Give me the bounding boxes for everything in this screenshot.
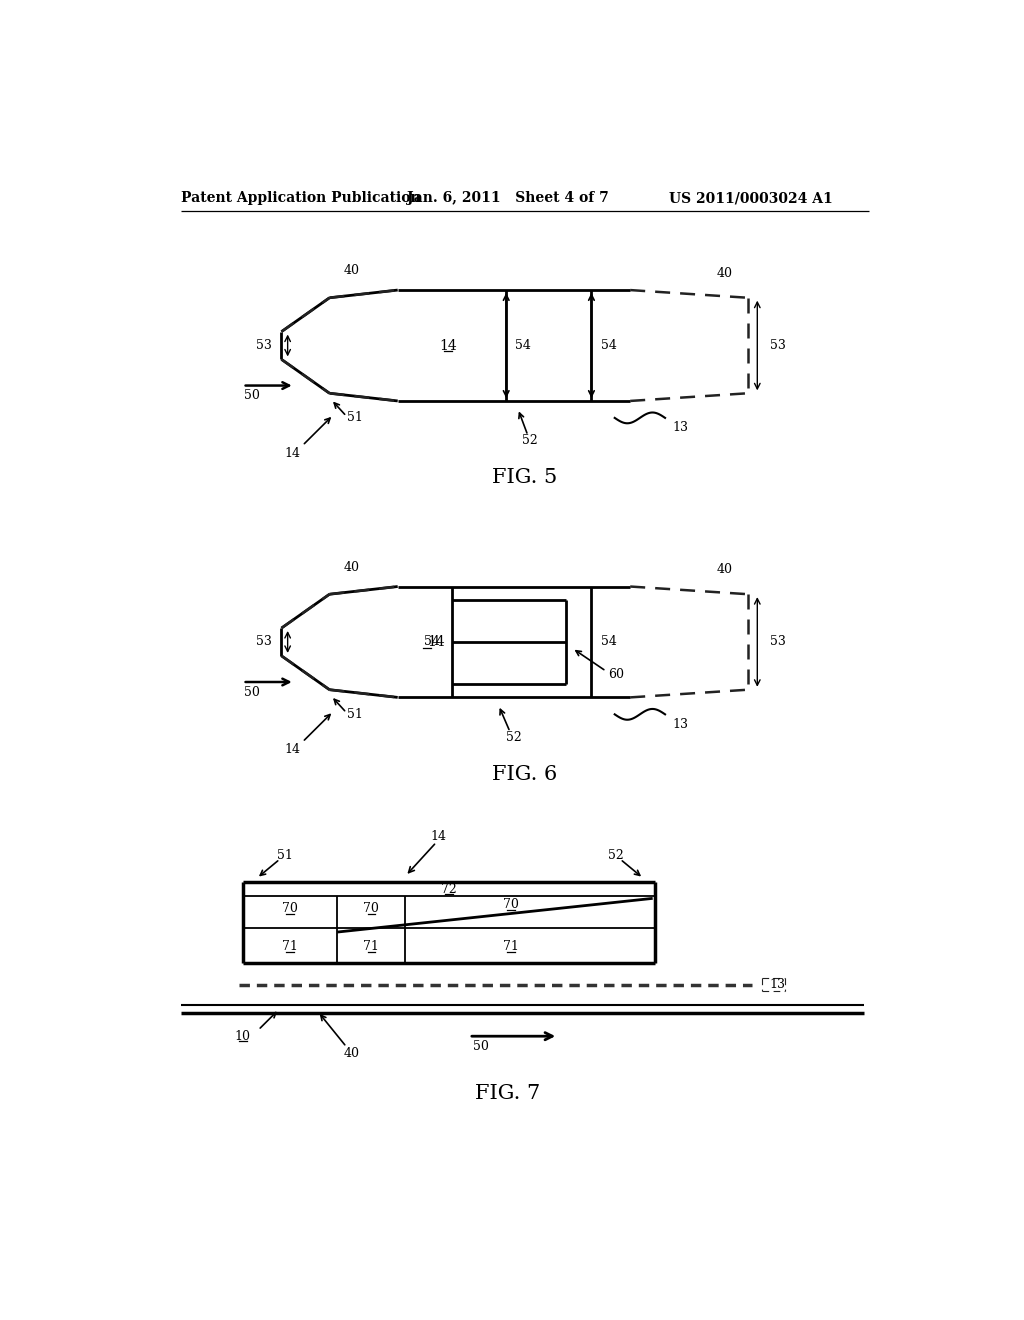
Text: 60: 60 <box>608 668 625 681</box>
Text: 71: 71 <box>364 940 379 953</box>
Text: 53: 53 <box>770 635 785 648</box>
Text: 54: 54 <box>515 339 531 352</box>
Text: 50: 50 <box>244 389 260 403</box>
Text: 70: 70 <box>282 902 298 915</box>
Text: 52: 52 <box>608 849 624 862</box>
Text: 40: 40 <box>343 264 359 277</box>
Text: 50: 50 <box>473 1040 488 1053</box>
Text: 40: 40 <box>717 564 732 576</box>
Text: 13: 13 <box>770 978 785 991</box>
Text: FIG. 5: FIG. 5 <box>493 469 557 487</box>
Text: 52: 52 <box>506 731 522 744</box>
Text: 51: 51 <box>346 412 362 425</box>
Text: 40: 40 <box>343 1047 359 1060</box>
Text: 10: 10 <box>234 1030 251 1043</box>
Text: 51: 51 <box>346 708 362 721</box>
Text: 13: 13 <box>673 718 688 731</box>
Text: 53: 53 <box>770 339 785 352</box>
Text: 54: 54 <box>424 635 439 648</box>
Text: 40: 40 <box>343 561 359 574</box>
Text: US 2011/0003024 A1: US 2011/0003024 A1 <box>669 191 833 206</box>
Text: FIG. 6: FIG. 6 <box>493 764 557 784</box>
Text: 14: 14 <box>285 446 300 459</box>
Text: 53: 53 <box>256 635 272 648</box>
Text: Patent Application Publication: Patent Application Publication <box>180 191 420 206</box>
Text: 40: 40 <box>717 267 732 280</box>
Text: 51: 51 <box>278 849 293 862</box>
Text: 52: 52 <box>521 434 538 447</box>
Text: Jan. 6, 2011   Sheet 4 of 7: Jan. 6, 2011 Sheet 4 of 7 <box>407 191 608 206</box>
Text: 13: 13 <box>673 421 688 434</box>
Text: 14: 14 <box>430 829 446 842</box>
Text: 14: 14 <box>439 338 457 352</box>
Text: 54: 54 <box>600 339 616 352</box>
Text: 14: 14 <box>427 635 444 649</box>
Text: 70: 70 <box>364 902 379 915</box>
Text: 71: 71 <box>282 940 298 953</box>
Text: 71: 71 <box>503 940 519 953</box>
Text: 53: 53 <box>256 339 272 352</box>
Text: 54: 54 <box>600 635 616 648</box>
Text: 70: 70 <box>503 898 519 911</box>
Text: 72: 72 <box>441 883 457 896</box>
Text: FIG. 7: FIG. 7 <box>475 1085 541 1104</box>
Text: 14: 14 <box>285 743 300 756</box>
Text: 50: 50 <box>244 685 260 698</box>
